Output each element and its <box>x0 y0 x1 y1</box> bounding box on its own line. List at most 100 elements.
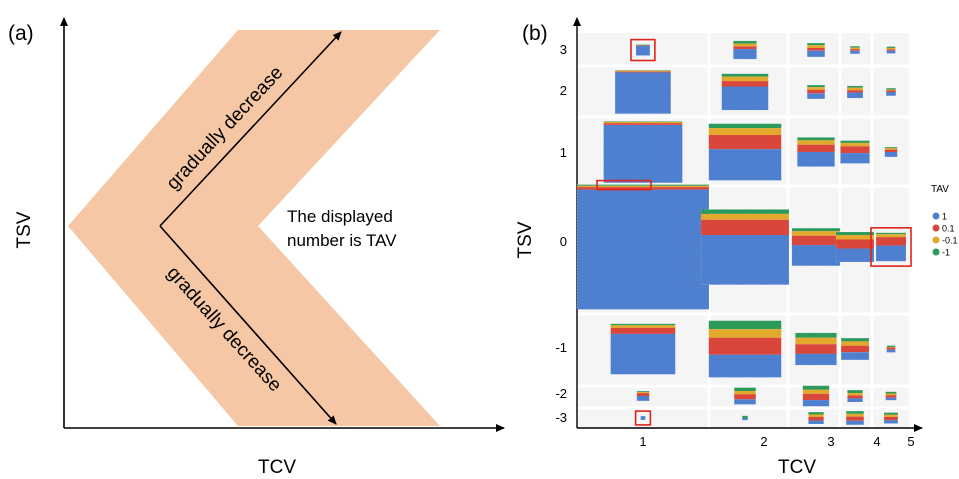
x-tick-label: 2 <box>760 434 767 449</box>
waffle-segment-tav--0.1 <box>708 128 782 135</box>
y-tick-label: -2 <box>555 386 567 401</box>
waffle-segment-tav--0.1 <box>734 391 756 395</box>
waffle-block <box>886 345 896 353</box>
waffle-texture <box>576 184 710 310</box>
waffle-segment-tav-0.1 <box>802 393 830 401</box>
waffle-segment-tav-0.1 <box>733 46 757 50</box>
waffle-segment-tav-0.1 <box>721 81 769 87</box>
panel-b-ticks: 1 2 3 4 5 3 2 1 0 -1 -2 -3 <box>555 42 914 449</box>
waffle-segment-tav--1 <box>846 411 864 414</box>
waffle-block <box>635 44 651 56</box>
waffle-segment-tav--1 <box>840 140 870 143</box>
waffle-segment-tav--0.1 <box>884 148 898 150</box>
waffle-cells <box>576 40 907 426</box>
waffle-block <box>708 320 782 378</box>
waffle-segment-tav-1 <box>610 333 676 375</box>
waffle-texture <box>846 85 864 99</box>
waffle-segment-tav--1 <box>884 412 898 415</box>
waffle-segment-tav--1 <box>708 123 782 129</box>
waffle-segment-tav-1 <box>884 152 898 157</box>
waffle-segment-tav--1 <box>791 228 841 232</box>
legend-label: 0.1 <box>942 224 955 234</box>
panel-b-y-label: TSV <box>515 221 536 258</box>
waffle-segment-tav-1 <box>807 50 825 57</box>
waffle-segment-tav-1 <box>636 45 650 56</box>
waffle-segment-tav--1 <box>876 232 906 235</box>
waffle-texture <box>883 412 899 424</box>
waffle-block <box>636 390 650 402</box>
x-tick-label: 4 <box>873 434 880 449</box>
waffle-segment-tav-0.1 <box>836 239 874 249</box>
waffle-segment-tav-0.1 <box>846 416 864 421</box>
panel-b: (b) TSV TCV 1 2 3 4 5 3 2 1 0 -1 -2 -3 TAV 1 0.1 -0.1… <box>515 17 958 478</box>
waffle-segment-tav--0.1 <box>846 413 864 417</box>
waffle-segment-tav-1 <box>808 420 824 424</box>
waffle-texture <box>840 337 870 361</box>
note-line-2: number is TAV <box>287 231 397 250</box>
waffle-segment-tav--1 <box>615 70 671 71</box>
waffle-segment-tav--1 <box>708 320 782 330</box>
waffle-segment-tav--0.1 <box>577 185 709 187</box>
waffle-texture <box>835 231 875 263</box>
waffle-segment-tav--0.1 <box>885 393 897 396</box>
waffle-texture <box>840 140 870 164</box>
waffle-block <box>886 46 896 54</box>
waffle-segment-tav--0.1 <box>708 329 782 338</box>
waffle-segment-tav-0.1 <box>841 345 869 353</box>
panel-a-label: (a) <box>8 22 34 45</box>
waffle-texture <box>636 390 650 402</box>
legend-title: TAV <box>931 184 949 195</box>
waffle-segment-tav--0.1 <box>850 47 860 50</box>
waffle-texture <box>733 387 757 405</box>
waffle-block <box>732 40 757 60</box>
highlight-box <box>634 410 652 426</box>
waffle-block <box>603 121 683 184</box>
legend-swatch <box>932 236 940 244</box>
waffle-texture <box>721 73 769 111</box>
waffle-segment-tav--1 <box>721 73 769 77</box>
waffle-segment-tav-0.1 <box>577 187 709 190</box>
legend: TAV 1 0.1 -0.1 -1 <box>931 184 958 258</box>
waffle-segment-tav--0.1 <box>797 140 835 145</box>
waffle-segment-tav--0.1 <box>721 76 769 82</box>
waffle-block <box>791 227 841 267</box>
waffle-segment-tav-1 <box>636 396 650 401</box>
waffle-texture <box>603 121 683 184</box>
waffle-segment-tav--0.1 <box>840 142 870 147</box>
waffle-segment-tav--1 <box>610 323 676 326</box>
waffle-segment-tav--1 <box>807 85 825 88</box>
waffle-segment-tav-1 <box>807 93 825 99</box>
waffle-segment-tav--1 <box>807 43 825 46</box>
waffle-segment-tav-0.1 <box>615 71 671 73</box>
waffle-segment-tav-0.1 <box>884 149 898 152</box>
waffle-segment-tav-1 <box>708 149 782 181</box>
x-tick-label: 1 <box>639 434 646 449</box>
note-line-1: The displayed <box>287 207 393 226</box>
x-tick-label: 3 <box>827 434 834 449</box>
waffle-segment-tav--1 <box>603 121 683 122</box>
waffle-segment-tav--0.1 <box>701 213 789 220</box>
waffle-segment-tav--0.1 <box>603 121 683 124</box>
waffle-texture <box>708 123 782 181</box>
waffle-segment-tav-0.1 <box>847 90 863 93</box>
panel-a: (a) TSV TCV gradually decrease gradually… <box>8 17 505 478</box>
waffle-segment-tav--0.1 <box>808 414 824 417</box>
y-tick-label: 1 <box>560 145 567 160</box>
waffle-segment-tav-1 <box>640 416 646 420</box>
waffle-block <box>840 140 870 164</box>
waffle-segment-tav--0.1 <box>791 231 841 236</box>
waffle-segment-tav--1 <box>808 412 824 415</box>
waffle-segment-tav-0.1 <box>708 135 782 150</box>
waffle-segment-tav-1 <box>847 398 863 402</box>
waffle-segment-tav-0.1 <box>886 49 896 51</box>
waffle-texture <box>885 391 897 401</box>
waffle-segment-tav-0.1 <box>791 235 841 246</box>
waffle-segment-tav--1 <box>836 232 874 235</box>
waffle-texture <box>886 46 896 54</box>
waffle-segment-tav--0.1 <box>802 389 830 394</box>
waffle-segment-tav--1 <box>850 46 860 48</box>
waffle-texture <box>886 345 896 353</box>
panel-b-x-label: TCV <box>778 457 816 478</box>
waffle-segment-tav-1 <box>802 400 830 407</box>
